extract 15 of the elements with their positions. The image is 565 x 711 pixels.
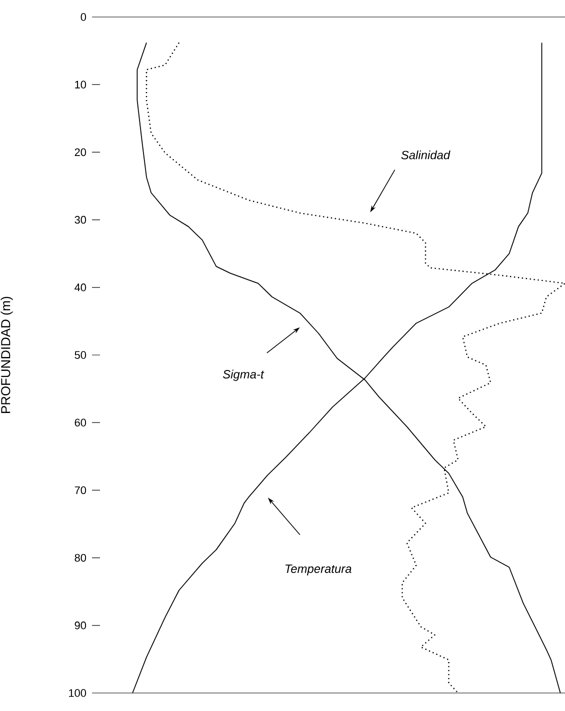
y-tick-label: 10 xyxy=(75,80,86,88)
y-tick-label: 50 xyxy=(74,351,86,359)
annotation: Salinidad xyxy=(401,150,450,160)
y-tick-label: 40 xyxy=(74,284,86,292)
y-tick-label: 100 xyxy=(69,689,86,697)
y-tick-label: 30 xyxy=(74,216,86,224)
y-tick-label: 80 xyxy=(74,554,86,562)
y-tick-label: 0 xyxy=(80,13,86,21)
y-tick-label: 60 xyxy=(74,418,86,426)
y-tick-label: 70 xyxy=(74,486,86,494)
y-tick-label: 90 xyxy=(74,622,86,630)
y-tick-label: 20 xyxy=(74,148,86,156)
annotation: Sigma-t xyxy=(222,370,264,381)
annotation: Temperatura xyxy=(286,564,352,576)
y-axis-title: PROFUNDIDAD (m) xyxy=(0,296,13,413)
